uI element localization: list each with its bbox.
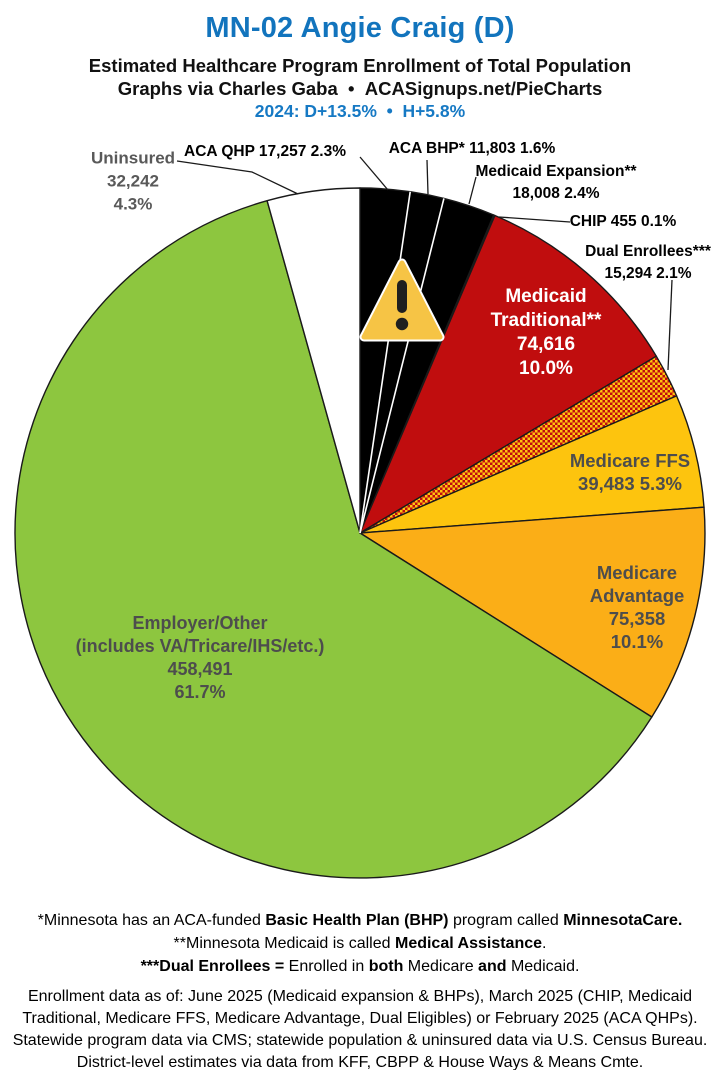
label-medicare-ffs: Medicare FFS 39,483 5.3%	[569, 450, 691, 494]
page-title: MN-02 Angie Craig (D)	[205, 12, 515, 44]
footnote-dual: ***Dual Enrollees = Enrolled in both Med…	[140, 958, 580, 975]
leader-line	[498, 216, 571, 223]
label-aca-qhp: ACA QHP 17,257 2.3%	[184, 143, 346, 160]
leader-line	[667, 279, 673, 371]
leader-line	[426, 159, 429, 195]
label-leader-lines	[176, 156, 673, 371]
slice-separators	[359, 191, 445, 534]
slice-employer-other	[14, 200, 653, 879]
footnotes: *Minnesota has an ACA-funded Basic Healt…	[0, 909, 720, 978]
slice-medicaid-traditional	[359, 214, 657, 534]
leader-line	[468, 176, 477, 205]
leader-line	[176, 160, 299, 195]
label-medicaid-traditional: Medicaid Traditional** 74,616 10.0%	[490, 286, 602, 379]
leader-line	[359, 156, 389, 191]
label-chip: CHIP 455 0.1%	[569, 213, 677, 230]
subtitle: Estimated Healthcare Program Enrollment …	[88, 55, 632, 76]
slice-uninsured	[266, 187, 361, 534]
label-uninsured: Uninsured 32,242 4.3%	[90, 148, 176, 214]
footnote-medicaid: **Minnesota Medicaid is called Medical A…	[173, 935, 547, 952]
warning-exclamation-bar	[397, 280, 407, 313]
byline: Graphs via Charles Gaba • ACASignups.net…	[117, 78, 603, 99]
label-employer-other: Employer/Other (includes VA/Tricare/IHS/…	[75, 613, 325, 702]
label-aca-bhp: ACA BHP* 11,803 1.6%	[388, 140, 556, 157]
white-separator	[359, 198, 445, 534]
label-dual-enrollees: Dual Enrollees*** 15,294 2.1%	[585, 243, 711, 282]
source-note: Enrollment data as of: June 2025 (Medica…	[12, 988, 708, 1070]
footnote-bhp: *Minnesota has an ACA-funded Basic Healt…	[37, 912, 683, 929]
label-medicaid-expansion: Medicaid Expansion** 18,008 2.4%	[475, 163, 637, 202]
partisan-lean: 2024: D+13.5% • H+5.8%	[254, 101, 466, 121]
warning-icon	[359, 258, 445, 342]
label-medicare-advantage: Medicare Advantage 75,358 10.1%	[589, 562, 685, 652]
warning-exclamation-dot	[395, 317, 409, 331]
white-separator	[359, 191, 411, 534]
slice-medicare-advantage	[359, 506, 706, 718]
